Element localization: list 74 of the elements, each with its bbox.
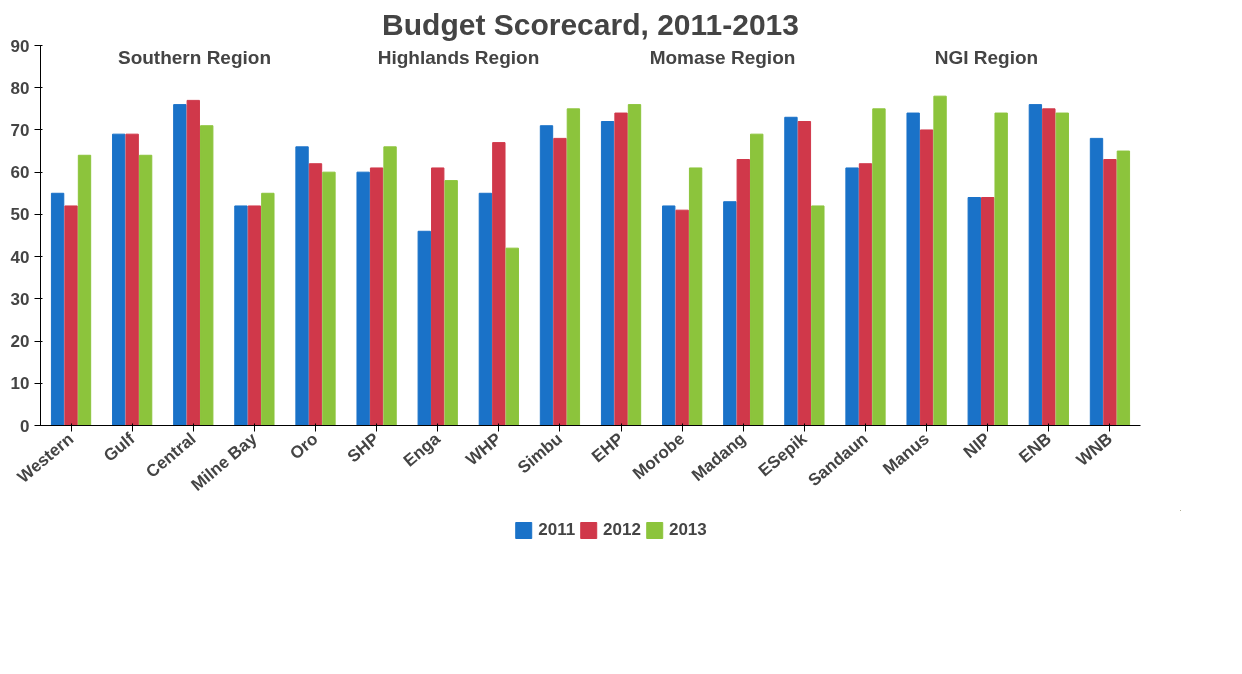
bar — [919, 129, 934, 426]
bar — [784, 116, 798, 426]
bar — [566, 108, 581, 426]
y-tick-label: 0 — [20, 416, 30, 436]
bar — [1103, 159, 1117, 426]
bar — [444, 180, 458, 426]
bar — [614, 112, 628, 426]
y-tick-label: 10 — [10, 374, 30, 394]
legend-label: 2011 — [538, 520, 576, 540]
bar — [736, 159, 750, 426]
bar — [627, 104, 642, 426]
chart-title: Budget Scorecard, 2011-2013 — [382, 7, 799, 41]
y-tick-label: 40 — [10, 247, 30, 267]
bar — [723, 201, 737, 426]
y-tick-label: 70 — [10, 120, 30, 140]
bar — [858, 163, 873, 426]
bar — [322, 171, 336, 426]
bar — [247, 205, 262, 426]
bar — [1042, 108, 1056, 426]
bar — [234, 205, 248, 426]
y-tick-label: 90 — [10, 36, 30, 56]
bar — [1055, 112, 1069, 426]
bar — [662, 205, 676, 426]
bar — [872, 108, 886, 426]
bar — [553, 137, 567, 426]
bar — [1028, 104, 1043, 426]
bar — [356, 171, 370, 426]
bar — [539, 125, 554, 426]
bar — [811, 205, 825, 426]
annotation: NGI Region — [934, 46, 1039, 68]
bar — [200, 125, 214, 426]
legend-label: 2013 — [668, 520, 707, 540]
bar — [77, 154, 92, 426]
bar — [981, 197, 995, 426]
bar — [478, 192, 493, 426]
bar — [933, 95, 947, 426]
legend-label: 2012 — [603, 520, 641, 540]
bar — [1089, 137, 1104, 426]
annotation: Momase Region — [649, 46, 796, 68]
bar — [138, 154, 153, 426]
bar — [845, 167, 859, 426]
bar — [186, 99, 200, 426]
bar — [675, 209, 689, 426]
bar — [295, 146, 309, 426]
bar — [906, 112, 920, 426]
bar — [64, 205, 78, 426]
bar — [1116, 150, 1131, 426]
bar — [261, 192, 275, 426]
y-tick-label: 60 — [10, 163, 30, 183]
bar — [125, 133, 139, 426]
x-tick-label: Oro — [286, 429, 322, 464]
y-tick-label: 80 — [10, 78, 30, 98]
bar — [383, 146, 397, 426]
bar — [112, 133, 126, 426]
bar — [417, 230, 431, 426]
bar — [173, 104, 187, 426]
bar — [50, 192, 65, 426]
bar — [505, 247, 519, 426]
bar — [600, 121, 615, 426]
bar — [967, 197, 981, 426]
bar — [369, 167, 384, 426]
annotation: Highlands Region — [377, 46, 540, 68]
annotation: Southern Region — [117, 46, 272, 68]
bar — [431, 167, 445, 426]
bar — [308, 163, 323, 426]
bar — [688, 167, 703, 426]
bar — [994, 112, 1008, 426]
y-tick-label: 50 — [10, 205, 30, 225]
bar — [797, 121, 812, 426]
y-tick-label: 30 — [10, 289, 30, 309]
y-tick-label: 20 — [10, 332, 30, 352]
bar — [492, 142, 506, 426]
bar — [750, 133, 764, 426]
x-tick-label: NIP — [959, 429, 994, 463]
